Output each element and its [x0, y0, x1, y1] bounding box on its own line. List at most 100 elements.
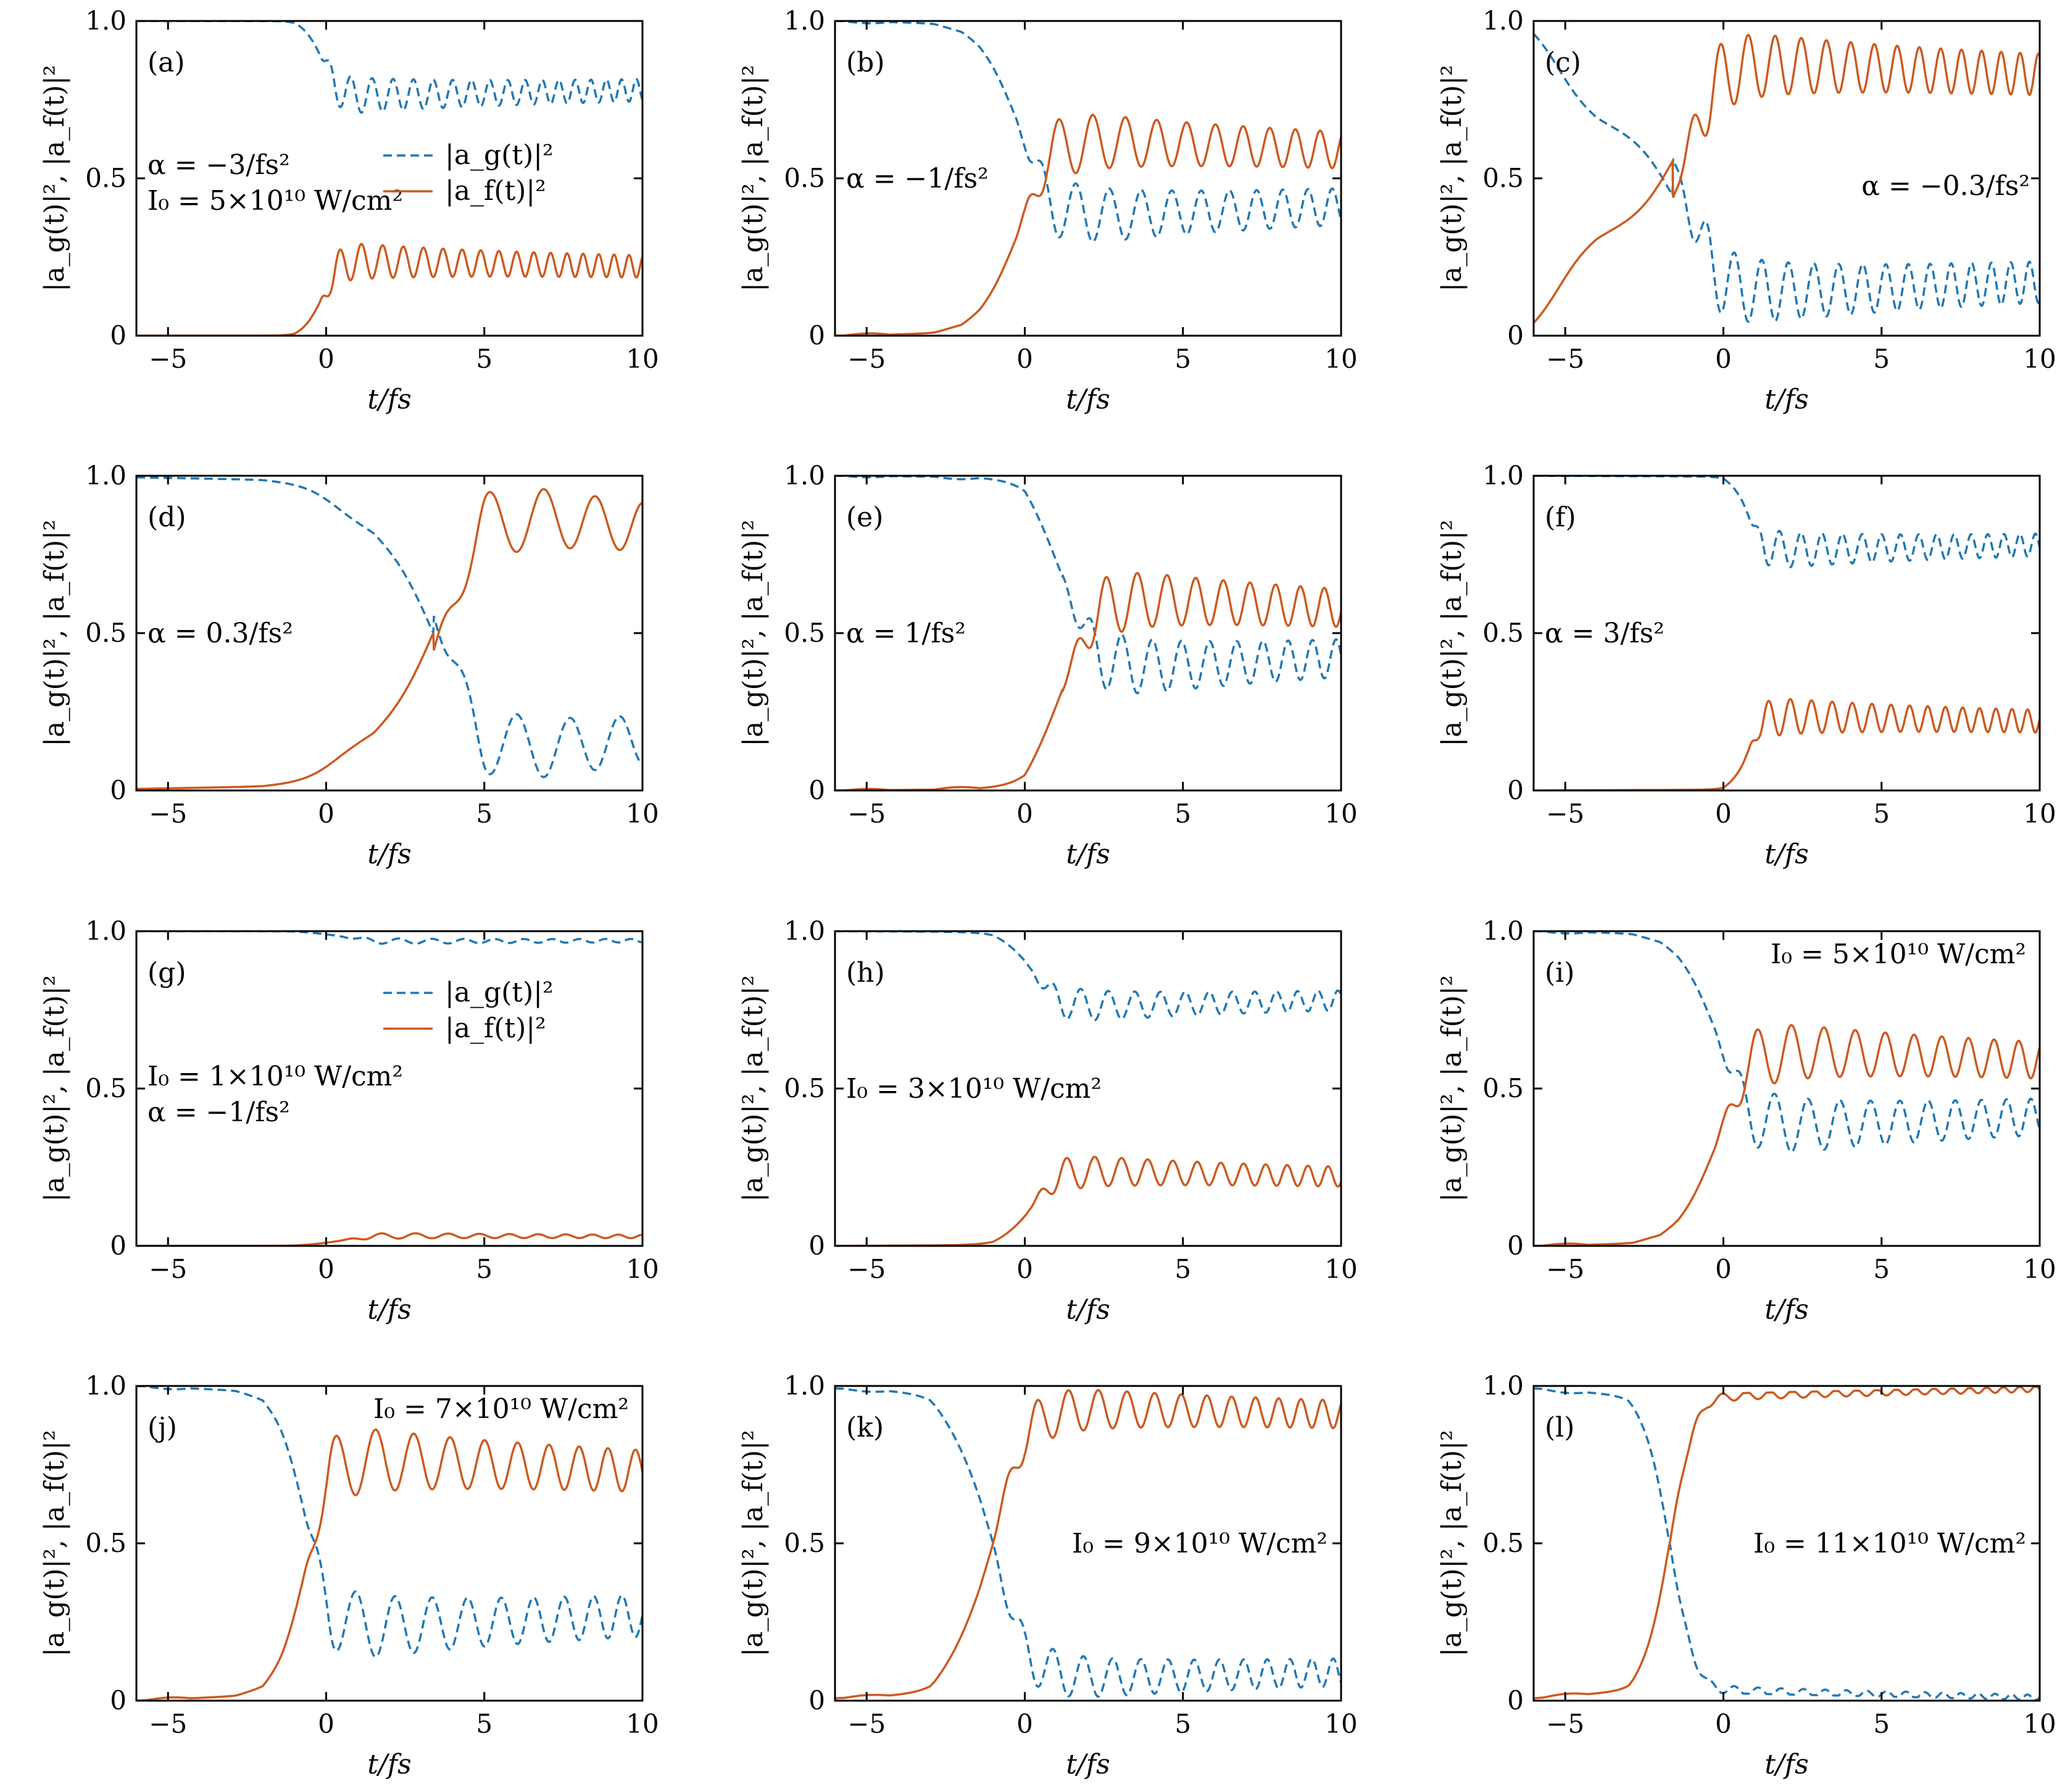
x-tick-label: 5 [1873, 799, 1890, 829]
y-tick-label: 0 [1507, 1685, 1524, 1715]
x-axis-label: t/fs [1764, 1749, 1808, 1780]
panel-annotation: α = −1/fs² [148, 1097, 290, 1128]
x-tick-label: 10 [1324, 344, 1357, 374]
x-tick-label: 5 [476, 1254, 492, 1284]
x-tick-label: −5 [847, 1709, 886, 1739]
series-ground-line [1534, 33, 2040, 323]
x-axis-label: t/fs [367, 839, 411, 870]
x-tick-label: 0 [318, 799, 334, 829]
panel-label: (i) [1545, 957, 1574, 989]
x-axis-label: t/fs [1066, 1294, 1110, 1325]
x-tick-label: 10 [626, 344, 659, 374]
series-final-line [835, 1155, 1341, 1246]
y-axis-label: |a_g(t)|², |a_f(t)|² [39, 520, 70, 747]
y-tick-label: 0.5 [1482, 1528, 1524, 1558]
x-tick-label: 5 [476, 799, 492, 829]
x-tick-label: 5 [1873, 1709, 1890, 1739]
series-final-line [1534, 1386, 2040, 1699]
y-tick-label: 0.5 [85, 163, 127, 193]
x-tick-label: 5 [1174, 799, 1191, 829]
y-tick-label: 1.0 [1482, 1371, 1524, 1401]
series-final-line [1534, 698, 2040, 790]
chart-panel-10: −5 0 5 10 0 0.5 1.0 t/fs |a_g(t)|², |a_f(t)|² (k)… [738, 1371, 1358, 1780]
y-axis-label: |a_g(t)|², |a_f(t)|² [1436, 65, 1468, 292]
x-tick-label: 5 [1174, 1254, 1191, 1284]
y-axis-label: |a_g(t)|², |a_f(t)|² [738, 520, 769, 747]
series-ground-line [835, 1387, 1341, 1698]
panel-label: (h) [846, 957, 885, 989]
panel-annotation: α = 3/fs² [1545, 618, 1664, 649]
chart-panel-8: −5 0 5 10 0 0.5 1.0 t/fs |a_g(t)|², |a_f(t)|² (i)… [1436, 916, 2056, 1325]
y-tick-label: 0.5 [784, 618, 825, 648]
x-tick-label: 0 [318, 344, 334, 374]
x-tick-label: −5 [847, 799, 886, 829]
x-tick-label: −5 [1546, 1709, 1584, 1739]
x-tick-label: 0 [1016, 799, 1033, 829]
y-tick-label: 0.5 [85, 618, 127, 648]
x-tick-label: −5 [847, 1254, 886, 1284]
x-tick-label: 0 [1715, 799, 1732, 829]
x-tick-label: 0 [1715, 1254, 1732, 1284]
chart-panel-3: −5 0 5 10 0 0.5 1.0 t/fs |a_g(t)|², |a_f(t)|² (d)… [39, 460, 659, 870]
chart-panel-0: −5 0 5 10 0 0.5 1.0 t/fs |a_g(t)|², |a_f(t)|² (a)… [39, 6, 659, 415]
x-tick-label: 5 [476, 1709, 492, 1739]
y-tick-label: 0.5 [1482, 618, 1524, 648]
x-tick-label: 0 [1715, 344, 1732, 374]
x-tick-label: 0 [1016, 1709, 1033, 1739]
y-axis-label: |a_g(t)|², |a_f(t)|² [39, 65, 70, 292]
x-tick-label: 0 [318, 1709, 334, 1739]
y-tick-label: 0 [808, 1685, 825, 1715]
x-axis-label: t/fs [1764, 839, 1808, 870]
y-tick-label: 0.5 [85, 1073, 127, 1103]
y-axis-label: |a_g(t)|², |a_f(t)|² [738, 65, 769, 292]
panel-label: (g) [148, 957, 186, 989]
series-final-line [835, 571, 1341, 790]
panel-annotation: α = −3/fs² [148, 149, 290, 181]
y-tick-label: 0.5 [1482, 1073, 1524, 1103]
panel-label: (j) [148, 1412, 177, 1443]
panel-label: (l) [1545, 1412, 1574, 1443]
x-axis-label: t/fs [1066, 839, 1110, 870]
series-final-line [136, 487, 642, 790]
y-tick-label: 0 [110, 1230, 127, 1261]
chart-panel-9: −5 0 5 10 0 0.5 1.0 t/fs |a_g(t)|², |a_f(t)|² (j)… [39, 1371, 659, 1780]
series-final-line [835, 114, 1341, 336]
panel-annotation: I₀ = 1×10¹⁰ W/cm² [148, 1061, 403, 1092]
x-tick-label: 10 [1324, 1709, 1357, 1739]
series-final-line [136, 1232, 642, 1246]
x-tick-label: 0 [1016, 344, 1033, 374]
panel-annotation: α = −1/fs² [846, 163, 989, 194]
x-tick-label: 10 [626, 1709, 659, 1739]
chart-panel-5: −5 0 5 10 0 0.5 1.0 t/fs |a_g(t)|², |a_f(t)|² (f)… [1436, 460, 2056, 870]
legend-label-final: |a_f(t)|² [445, 175, 546, 207]
series-ground-line [835, 931, 1341, 1022]
x-tick-label: 10 [2023, 1709, 2056, 1739]
y-tick-label: 0 [1507, 320, 1524, 351]
legend-label-ground: |a_g(t)|² [445, 977, 554, 1008]
x-tick-label: 10 [1324, 799, 1357, 829]
panel-annotation: I₀ = 9×10¹⁰ W/cm² [1072, 1528, 1328, 1559]
y-tick-label: 1.0 [85, 6, 127, 36]
panel-label: (d) [148, 502, 186, 533]
x-tick-label: −5 [1546, 344, 1584, 374]
y-tick-label: 1.0 [1482, 916, 1524, 946]
y-tick-label: 0 [1507, 1230, 1524, 1261]
panel-annotation: I₀ = 5×10¹⁰ W/cm² [148, 185, 403, 217]
x-tick-label: 5 [1873, 344, 1890, 374]
plot-frame [1532, 930, 2041, 1247]
y-tick-label: 0.5 [784, 1528, 825, 1558]
chart-panel-2: −5 0 5 10 0 0.5 1.0 t/fs |a_g(t)|², |a_f(t)|² (c)… [1436, 6, 2056, 415]
x-tick-label: 10 [2023, 799, 2056, 829]
x-tick-label: 5 [1174, 344, 1191, 374]
panel-annotation: I₀ = 5×10¹⁰ W/cm² [1771, 939, 2026, 970]
panel-label: (f) [1545, 502, 1576, 533]
plot-frame [135, 1385, 644, 1702]
y-tick-label: 0 [110, 775, 127, 805]
series-ground-line [835, 21, 1341, 243]
x-tick-label: 5 [1873, 1254, 1890, 1284]
series-final-line [136, 243, 642, 336]
panel-annotation: I₀ = 7×10¹⁰ W/cm² [373, 1393, 629, 1425]
panel-annotation: I₀ = 11×10¹⁰ W/cm² [1753, 1528, 2026, 1559]
series-final-line [1534, 33, 2040, 324]
